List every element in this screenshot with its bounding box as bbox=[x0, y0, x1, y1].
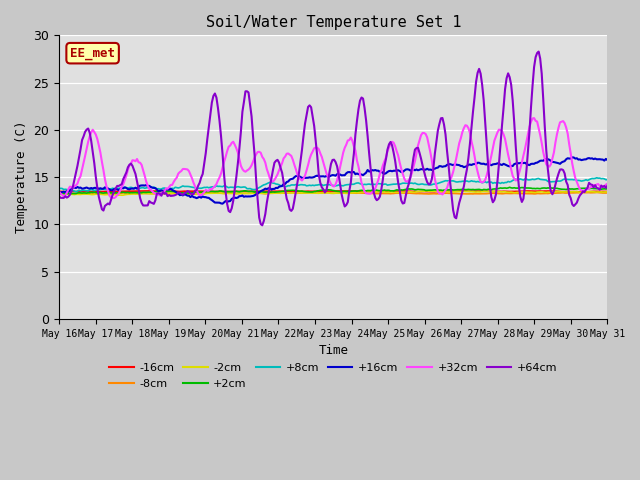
-8cm bbox=[122, 190, 130, 196]
+32cm bbox=[124, 167, 132, 173]
-2cm bbox=[124, 192, 132, 197]
+8cm bbox=[55, 186, 63, 192]
Text: EE_met: EE_met bbox=[70, 47, 115, 60]
-16cm bbox=[237, 189, 244, 194]
-8cm bbox=[219, 191, 227, 196]
+64cm bbox=[246, 102, 254, 108]
-2cm bbox=[118, 192, 125, 198]
-2cm bbox=[248, 191, 255, 196]
+32cm bbox=[576, 187, 584, 192]
+32cm bbox=[604, 181, 611, 187]
-16cm bbox=[246, 189, 254, 194]
-16cm bbox=[122, 189, 130, 194]
+64cm bbox=[237, 129, 244, 135]
-8cm bbox=[246, 191, 254, 196]
-8cm bbox=[573, 190, 580, 195]
Legend: -16cm, -8cm, -2cm, +2cm, +8cm, +16cm, +32cm, +64cm: -16cm, -8cm, -2cm, +2cm, +8cm, +16cm, +3… bbox=[105, 359, 562, 393]
X-axis label: Time: Time bbox=[318, 344, 348, 357]
+64cm bbox=[296, 159, 304, 165]
-2cm bbox=[220, 191, 228, 196]
+32cm bbox=[239, 166, 246, 172]
+2cm bbox=[604, 186, 611, 192]
+32cm bbox=[530, 115, 538, 121]
-8cm bbox=[295, 190, 303, 196]
+32cm bbox=[248, 162, 255, 168]
+32cm bbox=[110, 195, 118, 201]
+2cm bbox=[295, 188, 303, 194]
+2cm bbox=[55, 191, 63, 197]
+32cm bbox=[296, 176, 304, 182]
+16cm bbox=[604, 157, 611, 163]
+16cm bbox=[220, 200, 228, 205]
+64cm bbox=[122, 169, 130, 175]
Line: -2cm: -2cm bbox=[59, 191, 607, 195]
+64cm bbox=[259, 222, 266, 228]
+8cm bbox=[296, 182, 304, 188]
Title: Soil/Water Temperature Set 1: Soil/Water Temperature Set 1 bbox=[205, 15, 461, 30]
+8cm bbox=[72, 189, 80, 195]
-8cm bbox=[604, 190, 611, 196]
+64cm bbox=[219, 151, 227, 157]
+8cm bbox=[220, 183, 228, 189]
-2cm bbox=[423, 188, 431, 194]
+8cm bbox=[575, 178, 582, 183]
-16cm bbox=[219, 189, 227, 194]
-2cm bbox=[239, 191, 246, 196]
+2cm bbox=[237, 189, 244, 194]
+2cm bbox=[575, 186, 582, 192]
Line: +2cm: +2cm bbox=[59, 187, 607, 194]
-2cm bbox=[296, 190, 304, 196]
Line: +32cm: +32cm bbox=[59, 118, 607, 198]
-8cm bbox=[593, 190, 600, 195]
+16cm bbox=[568, 155, 576, 160]
+8cm bbox=[239, 184, 246, 190]
-16cm bbox=[295, 189, 303, 194]
+16cm bbox=[239, 192, 246, 198]
-2cm bbox=[576, 189, 584, 195]
+32cm bbox=[55, 189, 63, 194]
+16cm bbox=[248, 193, 255, 199]
-16cm bbox=[349, 188, 356, 194]
-16cm bbox=[575, 189, 582, 195]
+16cm bbox=[55, 189, 63, 194]
+16cm bbox=[296, 174, 304, 180]
+8cm bbox=[248, 186, 255, 192]
-8cm bbox=[55, 191, 63, 197]
+64cm bbox=[55, 193, 63, 199]
-16cm bbox=[55, 189, 63, 194]
+64cm bbox=[535, 48, 543, 54]
Line: -16cm: -16cm bbox=[59, 191, 607, 192]
+8cm bbox=[124, 185, 132, 191]
-2cm bbox=[604, 189, 611, 195]
-8cm bbox=[237, 191, 244, 196]
-16cm bbox=[604, 189, 611, 194]
+16cm bbox=[122, 185, 130, 191]
Line: +64cm: +64cm bbox=[59, 51, 607, 225]
+8cm bbox=[593, 175, 600, 180]
+8cm bbox=[604, 177, 611, 182]
-2cm bbox=[55, 192, 63, 197]
+2cm bbox=[506, 184, 513, 190]
+2cm bbox=[219, 189, 227, 194]
+32cm bbox=[220, 159, 228, 165]
+64cm bbox=[576, 192, 584, 198]
Y-axis label: Temperature (C): Temperature (C) bbox=[15, 121, 28, 233]
-16cm bbox=[582, 189, 590, 195]
+2cm bbox=[122, 190, 130, 195]
+64cm bbox=[604, 183, 611, 189]
Line: -8cm: -8cm bbox=[59, 192, 607, 194]
+16cm bbox=[219, 201, 227, 206]
+16cm bbox=[576, 156, 584, 162]
+2cm bbox=[246, 189, 254, 194]
Line: +8cm: +8cm bbox=[59, 178, 607, 192]
Line: +16cm: +16cm bbox=[59, 157, 607, 204]
